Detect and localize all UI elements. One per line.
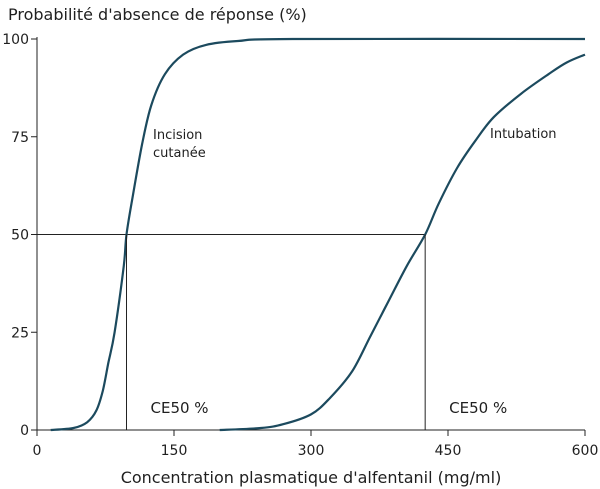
y-tick-label: 0	[20, 423, 29, 439]
y-tick-label: 75	[11, 130, 29, 146]
series-label: Incision	[153, 128, 202, 143]
series-label: Intubation	[490, 127, 557, 142]
series-label: cutanée	[153, 146, 206, 161]
plot-area: CE50 % Incision cutanée CE50 % Intubation	[37, 37, 586, 432]
y-tick-label: 50	[11, 228, 29, 244]
ec50-label: CE50 %	[151, 399, 209, 417]
curve-intubation	[219, 53, 586, 432]
y-axis-label: Probabilité d'absence de réponse (%)	[8, 5, 307, 24]
curve-incision	[50, 37, 586, 432]
axes: 0 25 50 75 100 0 150 300 450 600	[2, 32, 598, 459]
ec50-label: CE50 %	[449, 399, 507, 417]
x-tick-label: 600	[572, 443, 599, 459]
x-tick-label: 450	[435, 443, 462, 459]
y-tick-label: 100	[2, 32, 29, 48]
x-axis-label: Concentration plasmatique d'alfentanil (…	[121, 468, 502, 487]
y-tick-label: 25	[11, 325, 29, 341]
x-tick-label: 150	[161, 443, 188, 459]
x-tick-label: 300	[298, 443, 325, 459]
x-tick-label: 0	[33, 443, 42, 459]
